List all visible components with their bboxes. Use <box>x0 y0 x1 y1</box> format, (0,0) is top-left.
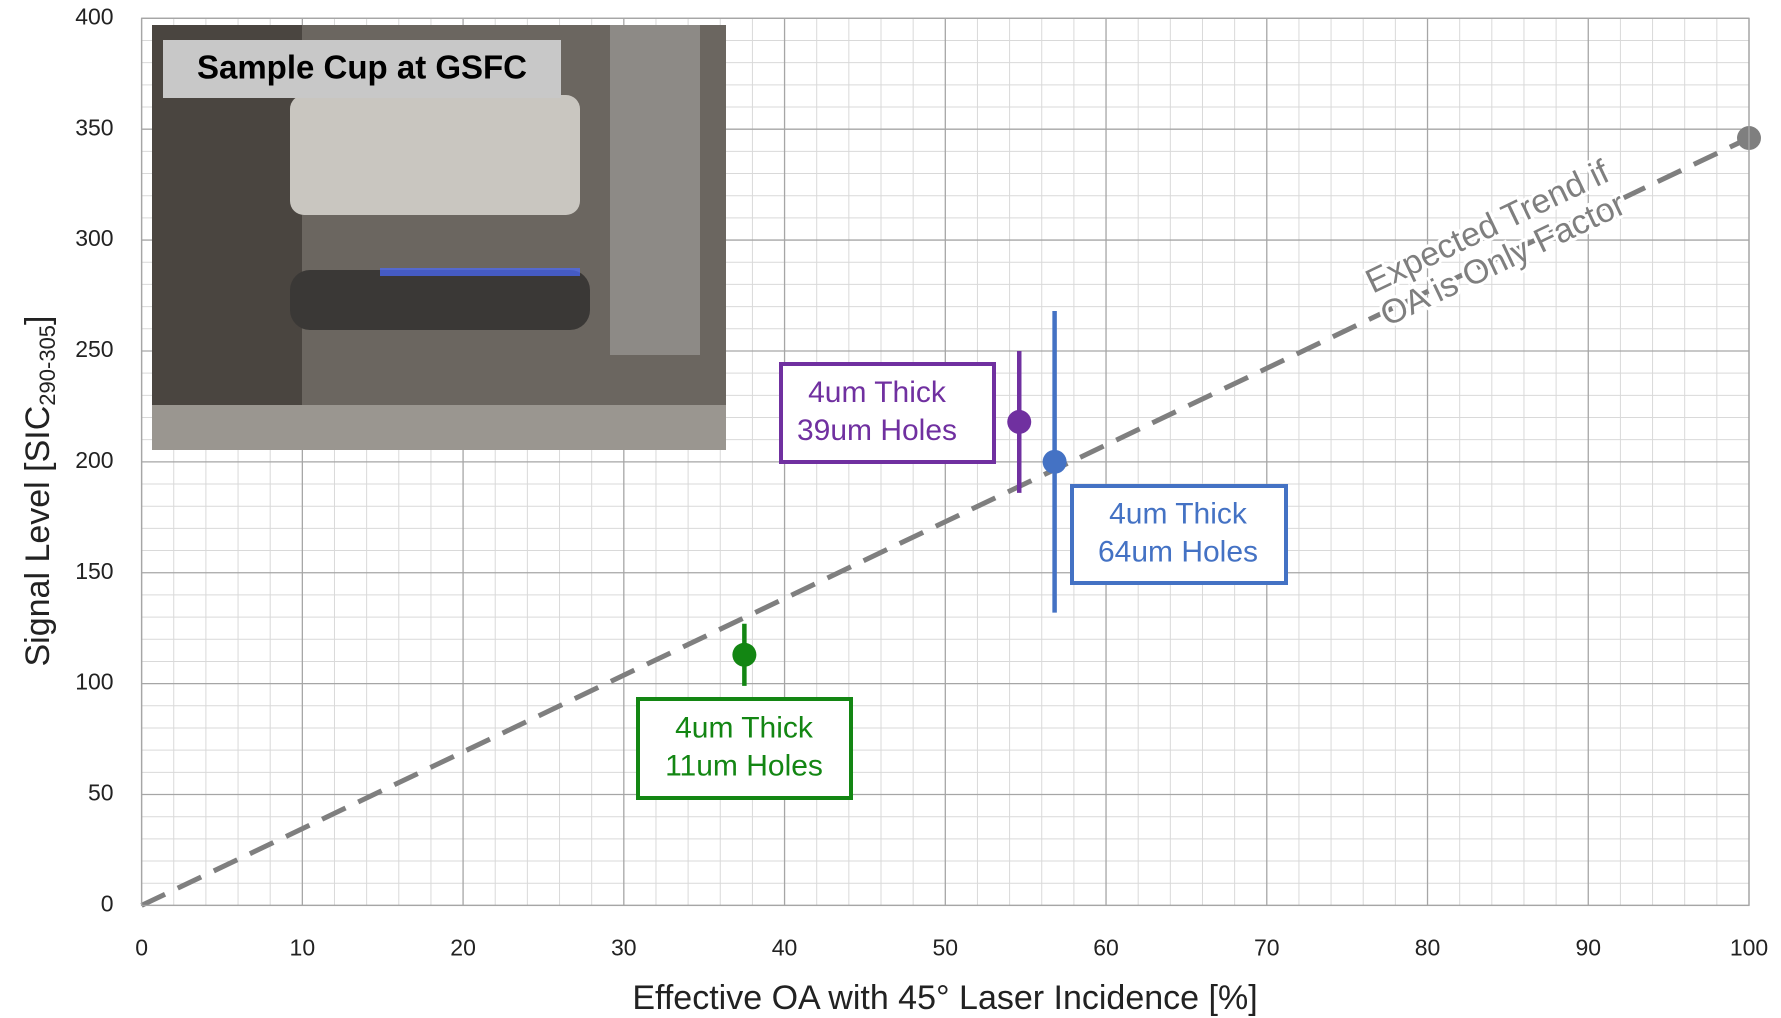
x-tick-label: 10 <box>290 934 316 960</box>
point <box>1043 450 1067 474</box>
x-tick-label: 70 <box>1254 934 1280 960</box>
x-tick-label: 20 <box>450 934 476 960</box>
point-label: 64um Holes <box>1098 535 1258 568</box>
y-tick-label: 250 <box>75 336 113 362</box>
x-tick-label: 0 <box>135 934 148 960</box>
y-axis-title-end: ] <box>19 315 57 324</box>
inset-label: Sample Cup at GSFC <box>197 49 527 86</box>
point-label: 4um Thick <box>808 376 947 409</box>
page: 0 10 20 30 40 50 60 70 80 90 100 0 50 100 150 200 250 300… <box>0 0 1781 1018</box>
photo-base <box>152 405 726 450</box>
point-label: 4um Thick <box>675 711 814 744</box>
x-tick-label: 30 <box>611 934 637 960</box>
y-axis-title-sub: 290-305 <box>35 325 60 406</box>
x-axis-title: Effective OA with 45° Laser Incidence [%… <box>632 979 1257 1017</box>
x-tick-label: 90 <box>1575 934 1601 960</box>
y-tick-label: 300 <box>75 225 113 251</box>
photo-glow <box>380 268 580 276</box>
inset-photo: Sample Cup at GSFC <box>152 25 726 450</box>
y-tick-label: 350 <box>75 114 113 140</box>
point <box>1007 410 1031 434</box>
x-tick-label: 60 <box>1093 934 1119 960</box>
y-tick-label: 400 <box>75 3 113 29</box>
y-tick-label: 100 <box>75 669 113 695</box>
photo-bracket <box>290 95 580 215</box>
point-label: 39um Holes <box>797 414 957 447</box>
x-tick-label: 50 <box>933 934 959 960</box>
y-axis-title-text: Signal Level [SIC <box>19 406 57 667</box>
y-axis-title: Signal Level [SIC290-305] <box>19 315 60 666</box>
point-label: 4um Thick <box>1109 497 1248 530</box>
x-tick-label: 80 <box>1415 934 1441 960</box>
y-tick-label: 50 <box>88 780 114 806</box>
x-tick-label: 40 <box>772 934 798 960</box>
y-tick-label: 0 <box>101 890 114 916</box>
x-tick-label: 100 <box>1730 934 1768 960</box>
y-tick-label: 150 <box>75 558 113 584</box>
photo-block <box>610 25 700 355</box>
point <box>732 643 756 667</box>
point-label: 11um Holes <box>665 749 823 782</box>
chart: 0 10 20 30 40 50 60 70 80 90 100 0 50 100 150 200 250 300… <box>0 0 1781 1018</box>
photo-tube <box>290 270 590 330</box>
y-tick-label: 200 <box>75 447 113 473</box>
